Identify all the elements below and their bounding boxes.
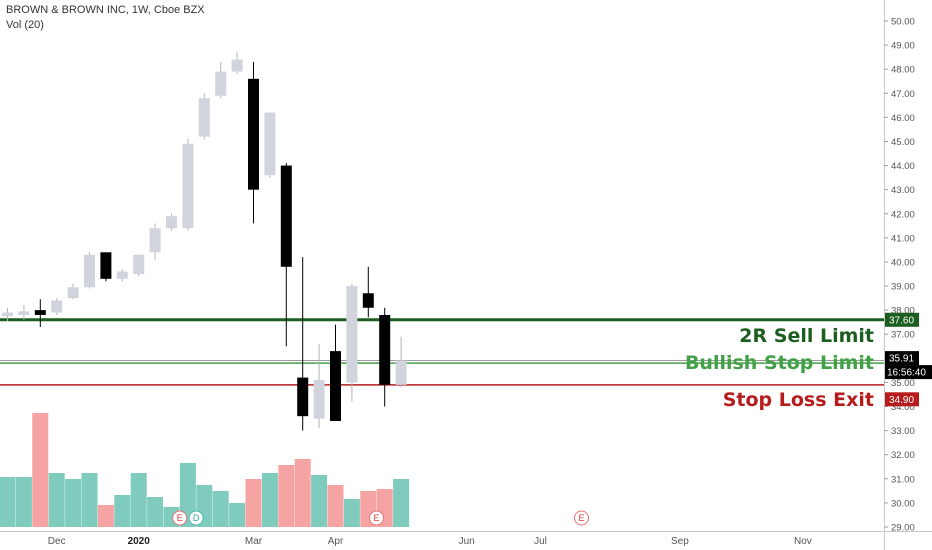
volume-bar[interactable] [343,499,360,527]
candle-body[interactable] [133,254,145,274]
time-axis-label: Mar [245,536,263,547]
current-price-tag-bg [885,351,919,366]
candle-body[interactable] [248,78,259,190]
volume-bar[interactable] [393,479,410,527]
candle-body[interactable] [182,143,194,229]
candle-body[interactable] [51,300,63,313]
volume-indicator-label: Vol (20) [6,19,44,31]
price-tick-label: 46.00 [891,113,915,124]
volume-bar[interactable] [212,491,229,527]
candle-body[interactable] [297,377,309,417]
level-price-tag: 34.90 [889,395,914,406]
candle-body[interactable] [116,271,128,279]
volume-bar[interactable] [130,473,147,527]
level-price-tag: 37.60 [889,315,914,326]
candle-body[interactable] [2,312,13,317]
price-tick-label: 29.00 [891,523,915,534]
volume-bar[interactable] [294,459,311,527]
volume-bar[interactable] [261,473,278,527]
candle-body[interactable] [362,293,374,308]
volume-bar[interactable] [114,495,131,527]
price-tick-label: 44.00 [891,161,915,172]
volume-bar[interactable] [65,479,82,527]
time-axis-label: Jul [534,536,547,547]
dividend-marker-label: D [193,513,200,523]
volume-bar[interactable] [245,479,262,527]
earnings-marker[interactable] [574,510,589,526]
price-tick-label: 32.00 [891,450,915,461]
time-axis-label: Jun [459,536,475,547]
time-axis-label: 2020 [128,536,151,547]
candle-body[interactable] [330,351,341,421]
level-price-tag-bg [885,312,919,327]
time-axis-label: Nov [794,536,812,547]
candle-body[interactable] [231,59,243,72]
price-tick-label: 40.00 [891,257,915,268]
time-axis-label: Dec [48,536,66,547]
volume-bar[interactable] [15,477,32,527]
volume-bar[interactable] [32,413,49,527]
level-label: Stop Loss Exit [723,389,874,411]
volume-bar[interactable] [81,473,98,527]
candle-body[interactable] [379,314,391,385]
bar-countdown: 16:56:40 [887,368,926,379]
candle-body[interactable] [18,311,30,315]
price-tick-label: 48.00 [891,65,915,76]
level-label: 2R Sell Limit [739,325,874,347]
price-tick-label: 33.00 [891,426,915,437]
earnings-marker[interactable] [369,510,384,526]
candle-body[interactable] [84,254,95,288]
price-tick-label: 39.00 [891,282,915,293]
time-axis-label: Sep [671,536,689,547]
price-tick-label: 45.00 [891,137,915,148]
earnings-marker[interactable] [172,510,188,526]
level-price-tag-bg [885,392,919,407]
volume-bar[interactable] [229,503,246,527]
candle-body[interactable] [280,165,292,267]
volume-bar[interactable] [179,463,196,527]
volume-bar[interactable] [48,473,65,527]
candle-body[interactable] [34,310,46,315]
price-tick-label: 35.00 [891,378,915,389]
price-axis[interactable] [884,0,932,550]
price-tick-label: 49.00 [891,41,915,52]
price-tick-label: 37.00 [891,330,915,341]
price-tick-label: 31.00 [891,474,915,485]
volume-bar[interactable] [0,477,16,527]
candle-body[interactable] [100,252,112,279]
earnings-marker-label: E [578,513,584,523]
volume-bar[interactable] [311,475,328,527]
candle-body[interactable] [67,287,79,299]
price-tick-label: 42.00 [891,209,915,220]
time-axis-label: Apr [328,536,344,547]
volume-bar[interactable] [327,485,344,527]
candle-body[interactable] [313,380,325,419]
volume-bar[interactable] [97,505,114,527]
dividend-marker[interactable] [188,510,204,526]
volume-bar[interactable] [147,497,164,527]
volume-bar[interactable] [278,465,295,527]
price-tick-label: 41.00 [891,233,915,244]
chart-title: BROWN & BROWN INC, 1W, Cboe BZX [6,4,205,16]
price-tick-label: 43.00 [891,185,915,196]
earnings-marker-label: E [177,513,183,523]
countdown-bg [885,365,932,380]
price-tick-label: 34.00 [891,402,915,413]
level-label: Bullish Stop Limit [685,352,874,374]
candle-body[interactable] [166,216,177,229]
candle-body[interactable] [215,71,227,96]
candle-body[interactable] [264,112,276,176]
price-tick-label: 47.00 [891,89,915,100]
candle-body[interactable] [346,286,358,383]
earnings-marker-label: E [373,513,379,523]
candle-body[interactable] [149,228,161,253]
candle-body[interactable] [198,98,210,137]
candle-body[interactable] [395,360,407,385]
price-tick-label: 30.00 [891,498,915,509]
price-tick-label: 38.00 [891,306,915,317]
price-tick-label: 50.00 [891,17,915,28]
current-price-tag: 35.91 [889,354,914,365]
